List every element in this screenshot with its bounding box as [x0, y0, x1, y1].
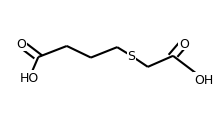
Text: S: S [127, 50, 135, 63]
Text: OH: OH [194, 73, 213, 86]
Text: HO: HO [20, 71, 39, 84]
Text: O: O [179, 37, 189, 50]
Text: O: O [16, 38, 26, 51]
